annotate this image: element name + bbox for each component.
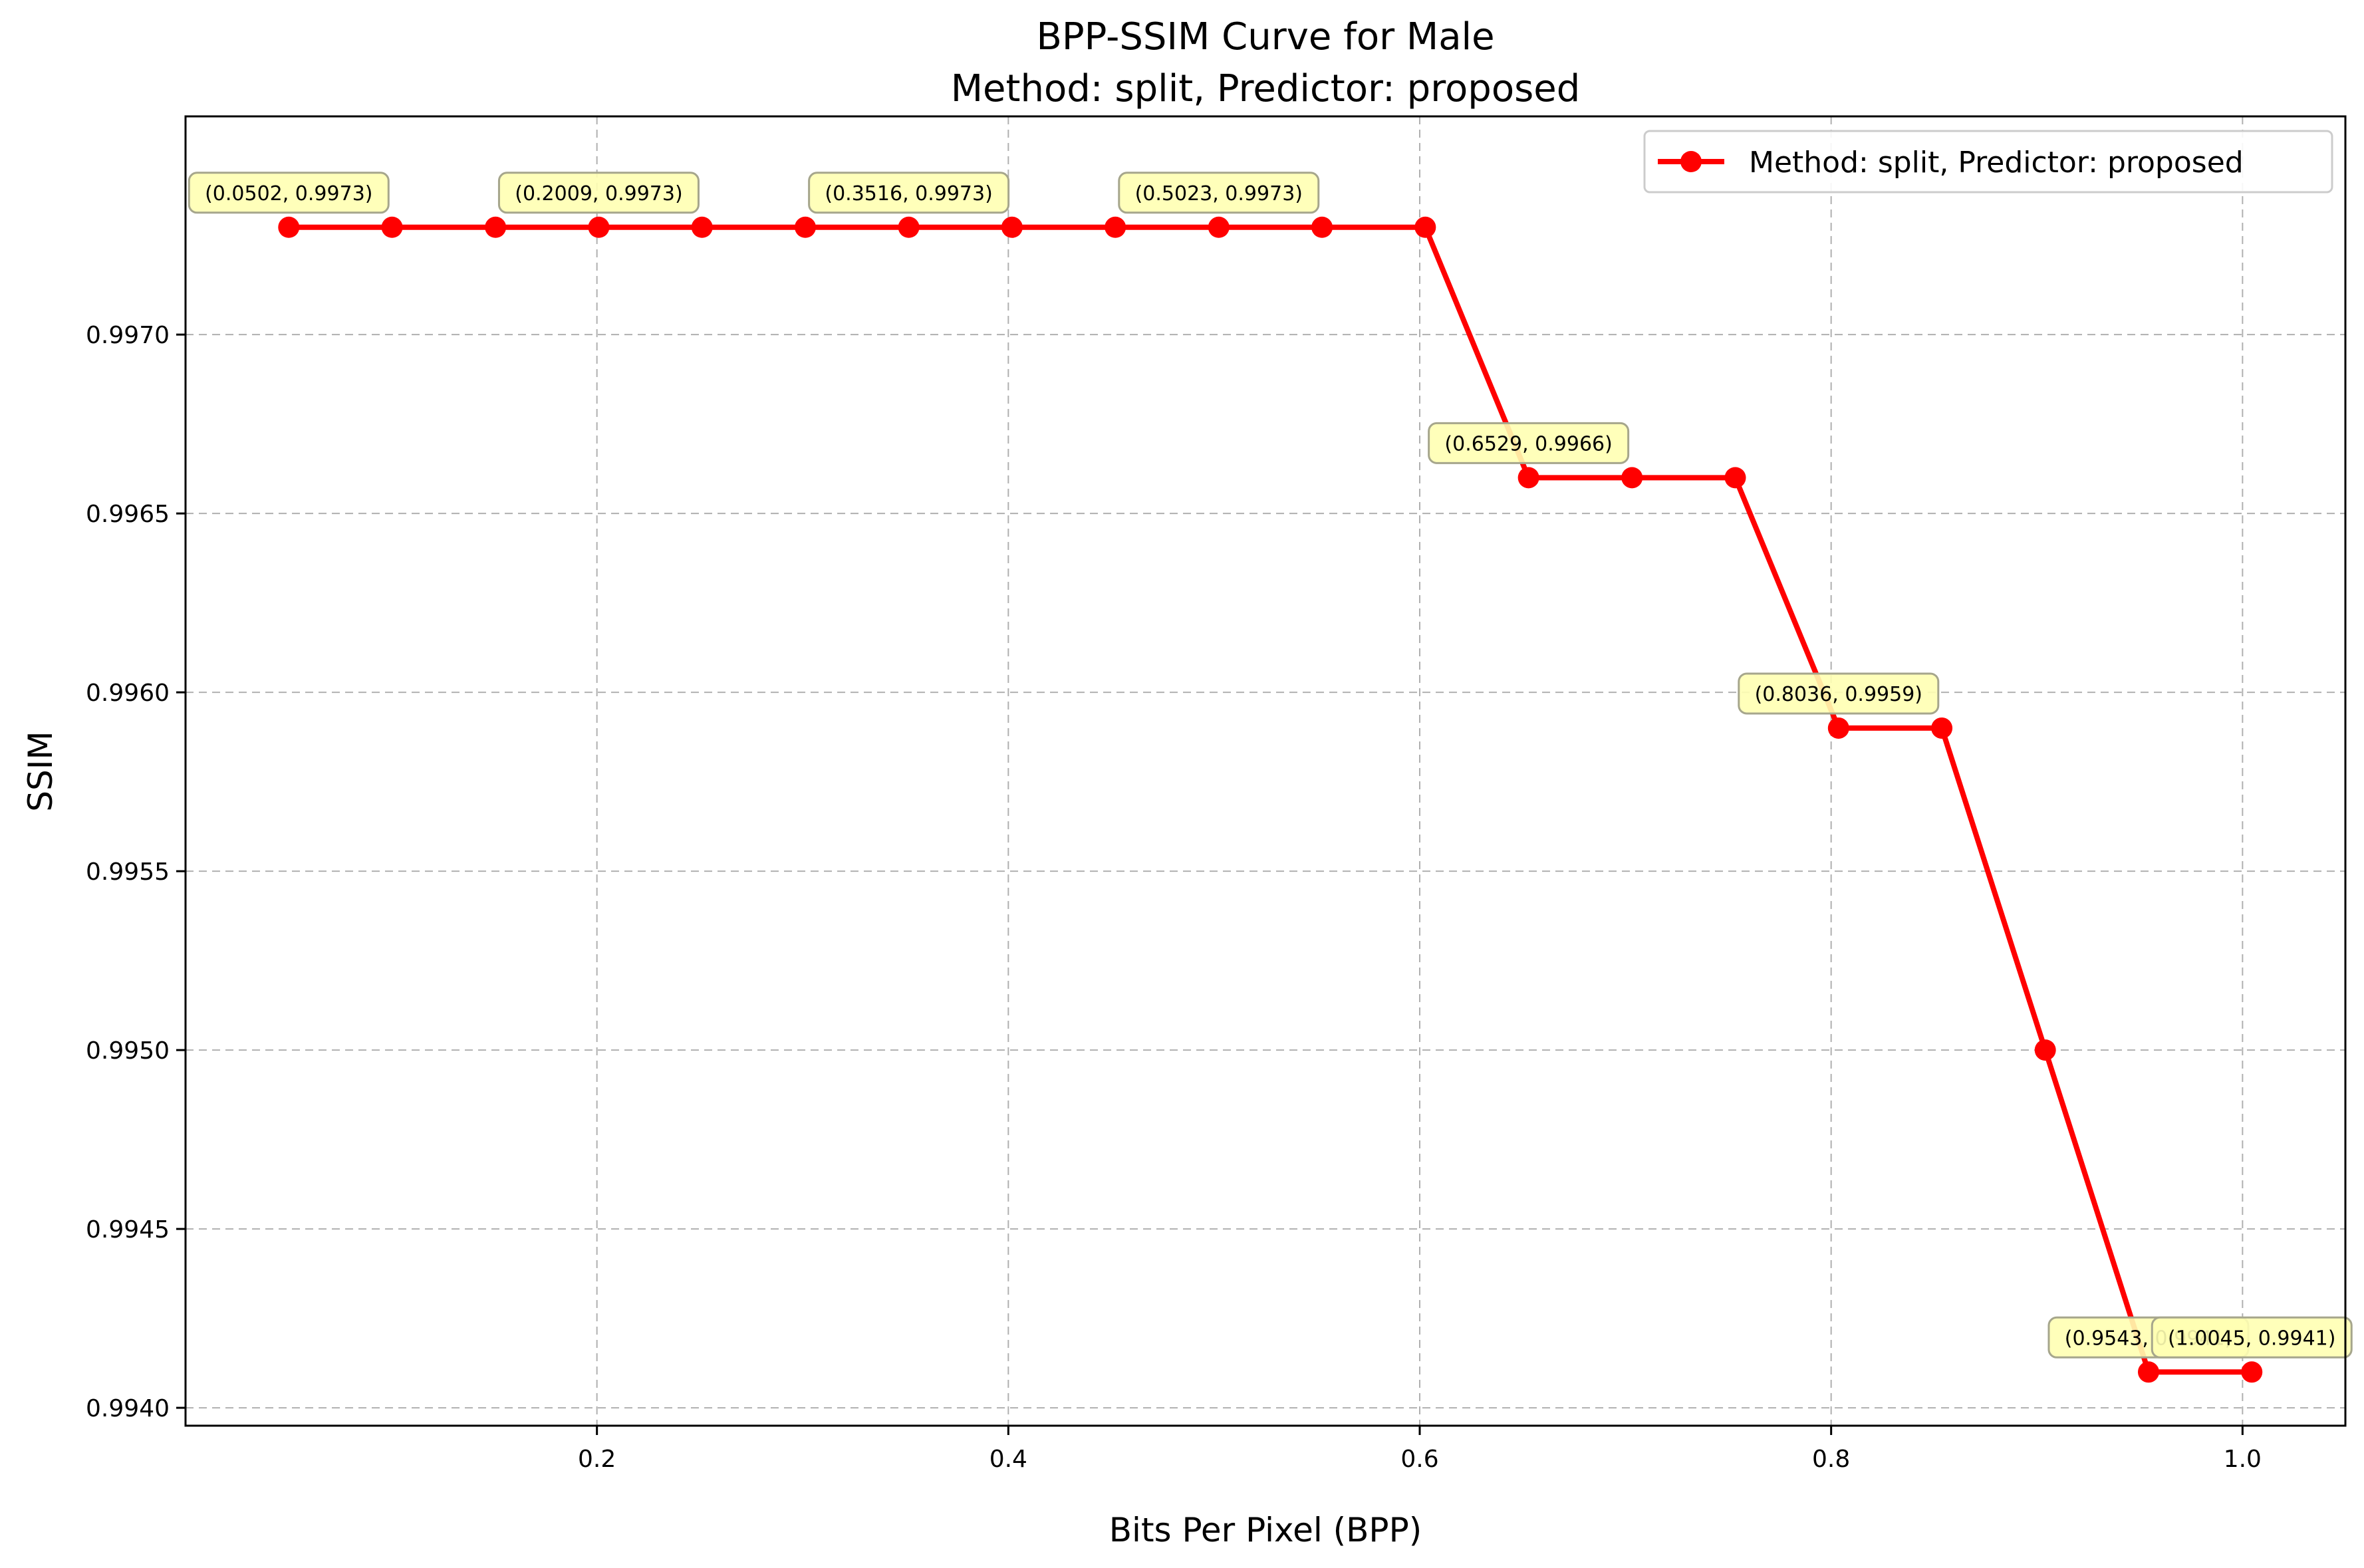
y-tick-label: 0.9955 (86, 858, 170, 886)
annotation-box (497, 172, 700, 214)
data-point (1724, 467, 1746, 489)
annotation-text: (0.3516, 0.9973) (825, 182, 992, 205)
y-tick-label: 0.9940 (86, 1395, 170, 1422)
annotation-label: (0.2009, 0.9973) (497, 172, 700, 214)
y-tick-label: 0.9960 (86, 680, 170, 707)
y-tick-label: 0.9970 (86, 322, 170, 349)
data-point (485, 216, 507, 238)
y-axis-ticks: 0.9940 0.9945 0.9950 0.9955 0.9960 0.9965 0.99… (86, 322, 186, 1422)
legend-marker-swatch (1680, 151, 1702, 172)
legend-entry-label: Method: split, Predictor: proposed (1749, 146, 2244, 180)
annotation-box (2151, 1316, 2353, 1359)
annotation-text: (0.0502, 0.9973) (205, 182, 372, 205)
annotation-label: (1.0045, 0.9941) (2151, 1316, 2353, 1359)
data-point (381, 216, 403, 238)
data-point (1517, 467, 1539, 489)
annotation-label: (0.5023, 0.9973) (1118, 172, 1320, 214)
x-axis-ticks: 0.2 0.4 0.6 0.8 1.0 (578, 1426, 2262, 1473)
x-tick-label: 0.2 (578, 1446, 616, 1473)
annotation-label: (0.8036, 0.9959) (1738, 672, 1940, 715)
chart-title: BPP-SSIM Curve for Male (1036, 15, 1494, 59)
data-point (1931, 717, 1953, 739)
chart-subtitle: Method: split, Predictor: proposed (951, 67, 1581, 110)
annotation-label: (0.6529, 0.9966) (1428, 422, 1630, 464)
data-point (1414, 216, 1436, 238)
annotation-layer: (0.0502, 0.9973) (0.2009, 0.9973) (0.3516,… (188, 172, 2353, 1359)
x-tick-label: 0.8 (1812, 1446, 1850, 1473)
annotation-box (1118, 172, 1320, 214)
y-tick-label: 0.9965 (86, 501, 170, 528)
x-tick-label: 0.4 (989, 1446, 1027, 1473)
series-line (289, 224, 2252, 1375)
data-point (2034, 1039, 2056, 1061)
data-point (795, 216, 817, 238)
legend-box (1643, 130, 2333, 194)
y-tick-label: 0.9950 (86, 1037, 170, 1065)
y-tick-label: 0.9945 (86, 1216, 170, 1243)
data-point (1105, 216, 1126, 238)
data-point (2137, 1361, 2159, 1383)
data-point (2241, 1361, 2263, 1383)
annotation-box (188, 172, 390, 214)
data-point (691, 216, 713, 238)
data-point (1311, 216, 1333, 238)
data-point (1001, 216, 1023, 238)
data-point (898, 216, 920, 238)
data-point (1827, 717, 1849, 739)
grid-layer (186, 116, 2345, 1426)
legend: Method: split, Predictor: proposed (1643, 130, 2333, 194)
data-point (1621, 467, 1643, 489)
annotation-label: (0.3516, 0.9973) (808, 172, 1010, 214)
data-point (588, 216, 610, 238)
x-tick-label: 1.0 (2224, 1446, 2262, 1473)
series-layer (278, 216, 2263, 1383)
annotation-text: (1.0045, 0.9941) (2168, 1327, 2335, 1350)
annotation-box (1428, 422, 1630, 464)
annotation-text: (0.6529, 0.9966) (1444, 432, 1612, 456)
annotation-box (808, 172, 1010, 214)
annotation-text: (0.2009, 0.9973) (515, 182, 682, 205)
x-tick-label: 0.6 (1400, 1446, 1438, 1473)
annotation-box (1738, 672, 1940, 715)
annotation-label: (0.0502, 0.9973) (188, 172, 390, 214)
annotation-text: (0.8036, 0.9959) (1755, 683, 1922, 706)
y-axis-label: SSIM (21, 731, 60, 811)
data-point (1208, 216, 1230, 238)
data-point (278, 216, 300, 238)
plot-area-frame (184, 115, 2347, 1427)
annotation-text: (0.5023, 0.9973) (1135, 182, 1303, 205)
x-axis-label: Bits Per Pixel (BPP) (1109, 1511, 1422, 1549)
